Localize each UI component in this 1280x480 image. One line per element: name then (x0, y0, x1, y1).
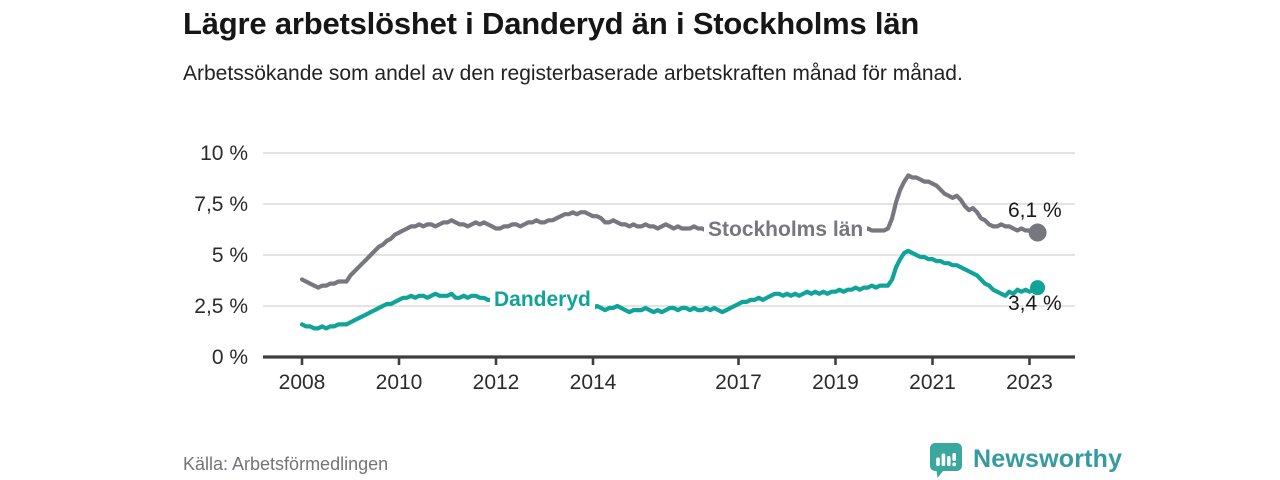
x-axis-tick-label: 2017 (715, 371, 762, 394)
x-axis-tick-label: 2012 (473, 371, 520, 394)
x-axis-tick-label: 2019 (812, 371, 859, 394)
series-label-danderyd: Danderyd (490, 287, 595, 313)
y-axis-tick-label: 0 % (212, 346, 248, 369)
page-title: Lägre arbetslöshet i Danderyd än i Stock… (183, 6, 920, 41)
x-axis-tick-label: 2014 (570, 371, 617, 394)
end-dot-danderyd (1030, 280, 1046, 296)
source-note: Källa: Arbetsförmedlingen (183, 454, 389, 474)
series-label-stockholms-lan: Stockholms län (704, 217, 868, 243)
bar-chart-speech-bubble-icon (930, 443, 962, 478)
end-value-danderyd: 3,4 % (1008, 292, 1062, 315)
x-axis-tick-label: 2021 (909, 371, 956, 394)
x-axis-tick-label: 2023 (1006, 371, 1053, 394)
x-axis-tick-label: 2008 (279, 371, 326, 394)
brand-name: Newsworthy (973, 445, 1123, 473)
end-dot-stockholms-lan (1028, 223, 1047, 242)
y-axis-tick-label: 10 % (200, 142, 248, 165)
series-line-stockholms-lan (299, 173, 1040, 290)
x-axis-tick-label: 2010 (376, 371, 423, 394)
end-value-stockholms-lan: 6,1 % (1008, 199, 1062, 222)
newsworthy-logo: Newsworthy (928, 441, 1122, 478)
y-axis-tick-label: 2,5 % (194, 295, 248, 318)
series-line-danderyd (299, 248, 1040, 331)
y-axis-tick-label: 5 % (212, 244, 248, 267)
y-axis-tick-label: 7,5 % (194, 193, 248, 216)
page-subtitle: Arbetssökande som andel av den registerb… (183, 62, 963, 85)
